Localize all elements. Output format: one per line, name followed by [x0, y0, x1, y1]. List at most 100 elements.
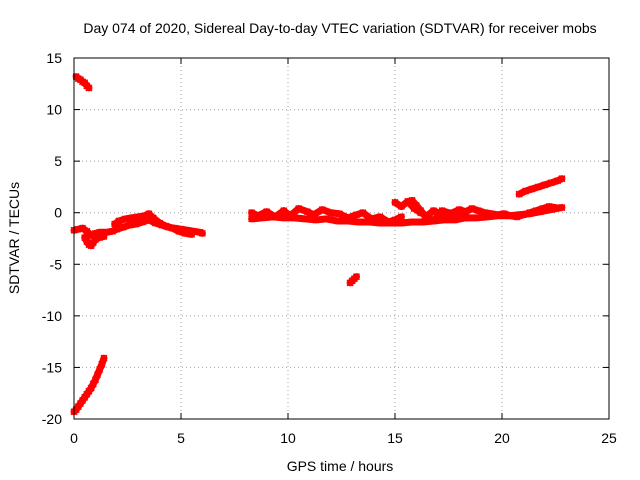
x-tick-label: 10	[280, 430, 296, 446]
data-point	[119, 223, 127, 231]
data-point	[111, 220, 119, 228]
data-point	[168, 224, 176, 232]
data-point	[545, 202, 553, 211]
grid-layer	[74, 58, 609, 419]
y-axis-label: SDTVAR / TECUs	[6, 182, 22, 294]
y-tick-label: -20	[42, 411, 62, 427]
x-tick-label: 0	[70, 430, 78, 446]
y-tick-label: 0	[54, 205, 62, 221]
data-point	[271, 213, 279, 221]
data-point	[128, 214, 136, 222]
data-point	[132, 220, 140, 228]
data-point	[248, 209, 256, 217]
y-tick-label: 5	[54, 153, 62, 169]
data-point	[421, 212, 429, 220]
data-point	[126, 221, 134, 229]
data-point	[175, 227, 183, 235]
data-point	[429, 217, 438, 225]
data-point	[468, 205, 476, 213]
data-point	[522, 187, 530, 195]
data-point	[108, 227, 117, 235]
data-point	[457, 213, 465, 221]
data-point	[100, 232, 108, 240]
data-point	[91, 236, 99, 244]
data-point	[162, 222, 170, 230]
data-point	[526, 209, 534, 217]
data-point	[141, 212, 149, 220]
data-point	[558, 175, 566, 183]
data-point	[429, 207, 438, 215]
data-point	[121, 215, 129, 223]
data-point	[438, 207, 446, 215]
x-axis-label: GPS time / hours	[287, 458, 394, 474]
data-point	[487, 210, 495, 218]
y-tick-label: -5	[50, 256, 63, 272]
data-point	[507, 212, 515, 220]
data-point	[397, 213, 405, 221]
data-point	[551, 204, 560, 212]
data-point	[408, 218, 416, 226]
data-point	[344, 214, 352, 222]
data-point	[327, 209, 335, 217]
data-point	[385, 218, 393, 226]
data-point	[500, 210, 508, 218]
data-point	[198, 229, 206, 237]
data-point	[547, 179, 555, 187]
data-point	[81, 233, 89, 241]
data-point	[513, 213, 521, 221]
data-point	[451, 211, 459, 219]
data-point	[355, 218, 363, 226]
data-point	[558, 204, 566, 212]
x-tick-label: 5	[177, 430, 185, 446]
data-point	[539, 205, 547, 213]
data-point	[181, 229, 189, 237]
data-point	[322, 215, 331, 223]
data-point	[263, 208, 271, 216]
data-point	[554, 177, 562, 185]
data-point	[376, 213, 384, 221]
y-tick-label: -15	[42, 359, 62, 375]
data-point	[541, 181, 549, 189]
x-tick-label: 20	[494, 430, 510, 446]
data-point	[534, 183, 542, 191]
data-point	[352, 211, 361, 219]
data-point	[295, 205, 303, 213]
series-top-right-rise	[515, 175, 566, 198]
data-point	[98, 360, 106, 368]
series-early-dip	[81, 232, 108, 250]
data-point	[188, 230, 196, 238]
data-point	[94, 371, 102, 379]
plot-frame	[73, 57, 610, 420]
data-point	[397, 202, 405, 211]
series-top-left-arc	[72, 73, 93, 92]
data-point	[528, 185, 536, 193]
data-point	[391, 216, 399, 224]
data-point	[303, 208, 311, 216]
data-point	[100, 354, 108, 362]
data-point	[96, 365, 104, 374]
series-late-arcs	[408, 196, 472, 225]
chart-title: Day 074 of 2020, Sidereal Day-to-day VTE…	[83, 20, 596, 36]
data-layer	[70, 73, 566, 416]
data-point	[318, 206, 326, 214]
y-tick-label: -10	[42, 308, 62, 324]
data-point	[134, 213, 142, 221]
data-point	[301, 215, 309, 223]
data-point	[481, 209, 489, 217]
data-point	[87, 384, 95, 392]
data-point	[494, 211, 502, 219]
data-point	[115, 217, 123, 225]
series-early-hump	[111, 210, 196, 238]
data-point	[474, 207, 482, 215]
data-point	[286, 212, 294, 220]
data-point	[149, 214, 157, 222]
data-point	[89, 380, 97, 388]
data-point	[391, 198, 399, 206]
data-point	[156, 219, 164, 227]
data-point	[425, 215, 433, 223]
data-point	[444, 209, 453, 217]
data-point	[79, 224, 87, 232]
y-tick-label: 15	[46, 50, 62, 66]
